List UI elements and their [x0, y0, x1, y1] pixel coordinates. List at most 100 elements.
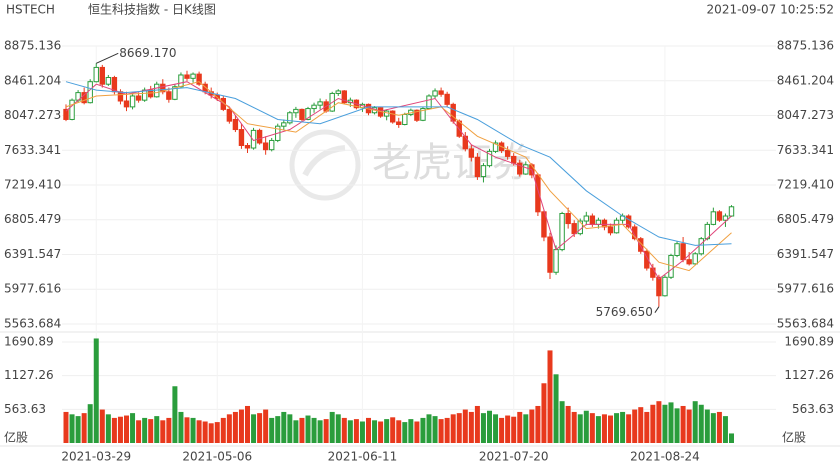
candle-body — [656, 276, 662, 297]
volume-bar — [632, 409, 638, 443]
volume-bar — [287, 414, 293, 443]
y-tick-label: 8875.136 — [4, 39, 61, 53]
volume-bar — [608, 415, 613, 443]
candle-body — [341, 90, 348, 104]
y-tick-label: 5563.684 — [4, 317, 61, 331]
y-tick-label: 8047.273 — [4, 108, 61, 122]
volume-bar — [571, 411, 577, 443]
volume-bar — [87, 404, 93, 443]
y-tick-label-right: 7633.341 — [777, 143, 834, 157]
y-tick-label: 7219.410 — [4, 178, 61, 192]
volume-bar — [196, 420, 202, 443]
volume-bar — [438, 419, 444, 443]
candle-body — [589, 215, 596, 225]
volume-bar — [366, 417, 371, 443]
candle-body — [390, 110, 396, 123]
volume-bar — [245, 405, 250, 443]
volume-bar — [269, 417, 275, 443]
volume-bar — [547, 350, 553, 443]
volume-bar — [414, 421, 420, 443]
volume-bar — [644, 411, 650, 443]
volume-bar — [553, 374, 559, 443]
y-tick-label: 8461.204 — [4, 73, 61, 87]
volume-bar — [257, 413, 263, 443]
candle-body — [93, 66, 99, 83]
candle-body — [426, 95, 432, 110]
volume-bar — [172, 386, 178, 443]
volume-bar — [529, 409, 535, 443]
volume-bar — [674, 408, 680, 443]
candle-body — [335, 90, 341, 94]
candle-body — [541, 211, 547, 238]
volume-bar — [160, 420, 166, 443]
candle-body — [99, 66, 105, 85]
volume-bar — [251, 414, 257, 443]
ma-line — [65, 81, 732, 246]
candle-body — [160, 83, 166, 93]
volume-bar — [117, 416, 123, 443]
volume-bar — [680, 405, 686, 443]
volume-bar — [505, 415, 511, 443]
volume-bar — [493, 414, 499, 443]
volume-bar — [420, 417, 426, 443]
volume-bar — [214, 422, 220, 443]
annotation-leader — [96, 52, 119, 64]
volume-bar — [390, 417, 396, 443]
candle-body — [632, 226, 638, 240]
y-tick-label: 6391.547 — [4, 247, 61, 261]
volume-bar — [184, 417, 190, 443]
volume-bar — [372, 420, 378, 443]
volume-bar — [111, 417, 117, 443]
candle-body — [462, 135, 469, 150]
volume-bar — [662, 404, 668, 443]
candle-body — [565, 212, 571, 225]
volume-bar — [154, 416, 160, 443]
volume-bar — [353, 419, 359, 443]
candle-body — [716, 211, 723, 221]
candle-body — [613, 219, 620, 234]
volume-bar — [238, 409, 244, 443]
candle-body — [595, 219, 602, 225]
volume-bar — [686, 409, 692, 443]
volume-bar — [408, 419, 414, 443]
volume-bar — [595, 416, 601, 443]
candle-body — [444, 93, 450, 105]
volume-bar — [190, 417, 196, 443]
volume-bar — [462, 409, 468, 443]
volume-bar — [656, 401, 662, 443]
x-tick-label: 2021-08-24 — [630, 450, 700, 464]
x-tick-label: 2021-07-20 — [479, 450, 549, 464]
volume-bar — [577, 414, 583, 443]
volume-bar — [226, 414, 232, 443]
y-tick-label-right: 6391.547 — [777, 247, 834, 261]
volume-bar — [232, 411, 238, 443]
volume-bar — [263, 409, 269, 443]
volume-bar — [511, 416, 517, 443]
y-tick-label-right: 7219.410 — [777, 178, 834, 192]
candle-body — [553, 249, 559, 273]
volume-bar — [638, 407, 644, 443]
volume-bar — [220, 417, 226, 443]
candle-body — [293, 108, 299, 114]
volume-bar — [341, 417, 347, 443]
candle-body — [166, 91, 172, 100]
volume-tick-label-right: 563.63 — [792, 402, 834, 416]
volume-bar — [299, 417, 305, 443]
y-tick-label: 5977.616 — [4, 282, 61, 296]
volume-bar — [105, 414, 111, 443]
volume-bar — [63, 411, 69, 443]
candle-body — [625, 215, 632, 228]
candle-body — [414, 109, 420, 121]
candle-body — [196, 73, 202, 85]
x-tick-label: 2021-05-06 — [182, 450, 252, 464]
candle-body — [178, 74, 184, 88]
volume-bar — [698, 404, 704, 443]
y-tick-label: 7633.341 — [4, 143, 61, 157]
candle-body — [644, 250, 650, 269]
volume-bar — [426, 414, 432, 443]
candle-body — [305, 108, 311, 120]
candle-body — [492, 142, 499, 152]
candle-body — [311, 104, 317, 110]
annotation-leader — [654, 306, 660, 313]
